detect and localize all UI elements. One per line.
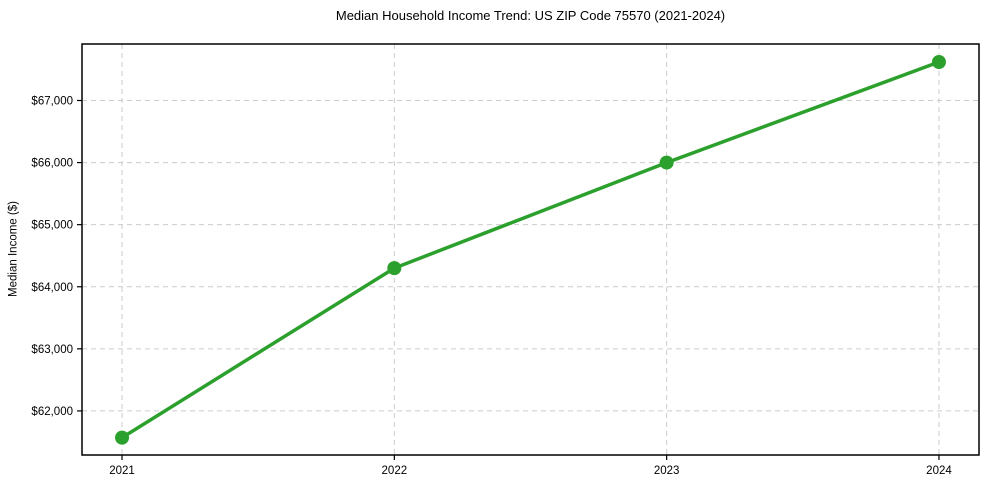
y-tick-label: $65,000 (31, 220, 73, 232)
x-tick-label: 2021 (109, 465, 135, 477)
x-tick-label: 2023 (654, 465, 680, 477)
y-tick-label: $66,000 (31, 158, 73, 170)
data-point (115, 430, 130, 445)
data-point (931, 55, 946, 70)
y-axis-label: Median Income ($) (7, 201, 20, 297)
plot-border (81, 43, 980, 456)
y-tick-label: $64,000 (31, 282, 73, 294)
data-point (659, 155, 674, 170)
chart-title: Median Household Income Trend: US ZIP Co… (335, 8, 726, 23)
trend-line (120, 60, 941, 440)
y-tick-label: $67,000 (31, 95, 73, 107)
y-tick-label: $63,000 (31, 344, 73, 356)
x-tick-label: 2022 (382, 465, 408, 477)
data-point (387, 261, 402, 276)
y-tick-label: $62,000 (31, 406, 73, 418)
x-tick-label: 2024 (926, 465, 952, 477)
